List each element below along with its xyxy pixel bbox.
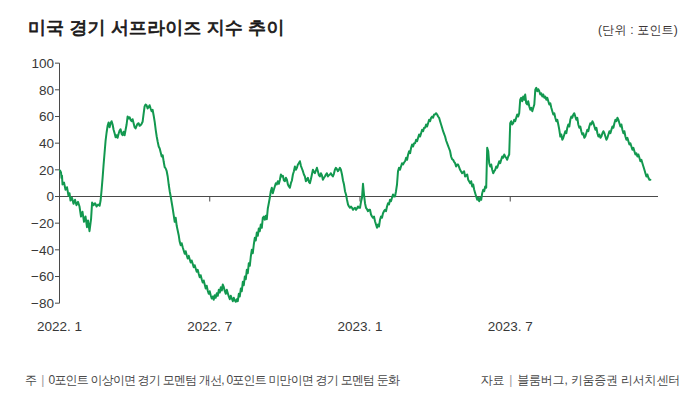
x-axis-label: 2022. 1 bbox=[37, 319, 82, 334]
y-axis-label: −40 bbox=[31, 243, 54, 258]
x-axis-label: 2023. 1 bbox=[337, 319, 382, 334]
y-axis-label: −20 bbox=[31, 216, 54, 231]
y-axis-label: 40 bbox=[39, 136, 54, 151]
footnote-prefix: 주 bbox=[25, 373, 36, 387]
x-axis-label: 2022. 7 bbox=[187, 319, 232, 334]
source-separator: | bbox=[504, 373, 517, 387]
source-credit: 자료|블룸버그, 키움증권 리서치센터 bbox=[481, 372, 680, 389]
line-chart: 100 80 60 40 20 0 −20 −40 −60 −80 2022. 1 2022. 7 20… bbox=[0, 0, 700, 400]
y-axis-label: 0 bbox=[46, 189, 54, 204]
source-prefix: 자료 bbox=[481, 373, 505, 387]
y-axis-label: −60 bbox=[31, 269, 54, 284]
y-axis-label: 20 bbox=[39, 163, 54, 178]
surprise-index-line bbox=[60, 88, 650, 302]
footnote-text: 0포인트 이상이면 경기 모멘텀 개선, 0포인트 미만이면 경기 모멘텀 둔화 bbox=[49, 373, 400, 387]
chart-panel: 미국 경기 서프라이즈 지수 추이 (단위 : 포인트) 10080604020… bbox=[0, 0, 700, 400]
y-axis-label: 60 bbox=[39, 109, 54, 124]
y-axis-label: −80 bbox=[31, 296, 54, 311]
y-axis-label: 100 bbox=[31, 56, 54, 71]
y-axis-label: 80 bbox=[39, 83, 54, 98]
footnote-separator: | bbox=[36, 373, 48, 387]
footnote: 주|0포인트 이상이면 경기 모멘텀 개선, 0포인트 미만이면 경기 모멘텀 … bbox=[25, 372, 399, 389]
source-text: 블룸버그, 키움증권 리서치센터 bbox=[517, 373, 680, 387]
x-axis-label: 2023. 7 bbox=[488, 319, 533, 334]
